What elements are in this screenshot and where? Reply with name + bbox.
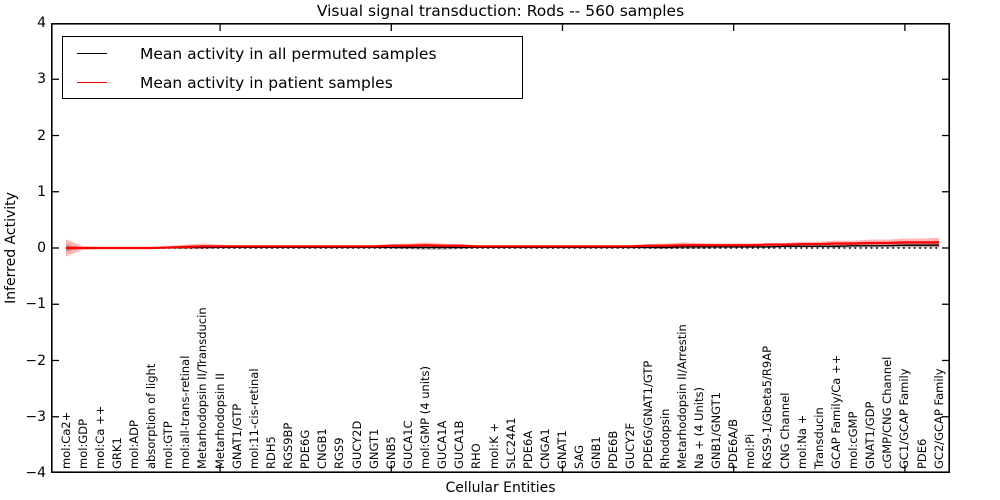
permuted-mean-line [66, 244, 940, 249]
x-axis-label: Cellular Entities [445, 480, 556, 496]
x-category-label: Metarhodopsin II/Transducin [195, 307, 210, 469]
x-category-label: mol:Ca2+ [58, 411, 73, 469]
x-category-label: RGS9BP [281, 422, 296, 469]
x-category-label: Na + (4 Units) [691, 387, 706, 469]
x-category-label: GUCY2F [623, 422, 638, 469]
y-tick-label: 2 [37, 127, 46, 144]
x-category-label: PDE6A [520, 430, 535, 469]
x-category-label: GNB1/GNGT1 [709, 392, 724, 469]
chart-title: Visual signal transduction: Rods -- 560 … [316, 2, 685, 20]
legend-label: Mean activity in patient samples [140, 73, 393, 92]
x-category-label: RGS9 [332, 437, 347, 469]
x-category-label: absorption of light [144, 363, 159, 469]
x-category-label: GC1/GCAP Family [897, 368, 912, 469]
plot-frame [51, 23, 951, 473]
x-category-label: GC2/GCAP Family [931, 368, 946, 469]
x-category-label: GCAP Family/Ca ++ [828, 354, 843, 469]
legend-label: Mean activity in all permuted samples [140, 44, 437, 63]
legend-entry-permuted: Mean activity in all permuted samples [63, 39, 437, 68]
permuted-line-swatch-icon [77, 53, 107, 54]
plot-area [51, 22, 951, 474]
x-category-label: mol:11-cis-retinal [246, 368, 261, 469]
x-category-label: GUCA1B [452, 420, 467, 469]
x-category-label: Metarhodopsin II/Arrestin [674, 324, 689, 469]
x-category-label: mol:GTP [161, 421, 176, 469]
x-category-label: mol:Na + [794, 414, 809, 469]
x-category-label: PDE6A/B [726, 418, 741, 469]
x-category-label: mol:ADP [126, 420, 141, 469]
x-category-label: mol:Pi [743, 433, 758, 469]
legend-entry-patient: Mean activity in patient samples [63, 68, 393, 97]
legend: Mean activity in all permuted samples Me… [62, 36, 523, 99]
x-category-label: GUCA1C [400, 420, 415, 469]
x-category-label: GNGT1 [366, 428, 381, 469]
x-category-label: GNAT1/GTP [229, 403, 244, 469]
y-tick-label: −2 [25, 352, 46, 369]
x-category-label: GNAT1/GDP [863, 401, 878, 469]
patient-line-swatch-icon [77, 82, 107, 83]
x-category-label: mol:GMP (4 units) [418, 366, 433, 469]
x-category-label: CNGA1 [537, 428, 552, 469]
x-category-label: PDE6B [606, 430, 621, 469]
x-category-label: PDE6G [298, 429, 313, 469]
x-category-label: GNB5 [383, 436, 398, 469]
x-category-label: CNGB1 [315, 428, 330, 469]
x-category-label: SLC24A1 [503, 417, 518, 469]
y-tick-label: −3 [25, 408, 46, 425]
x-category-label: GRK1 [109, 437, 124, 469]
x-category-label: Metarhodopsin II [212, 373, 227, 469]
x-category-label: mol:GDP [75, 418, 90, 469]
y-tick-label: 1 [37, 183, 46, 200]
x-category-label: PDE6G/GNAT1/GTP [640, 360, 655, 469]
x-category-label: RHO [469, 443, 484, 469]
x-category-label: GNB1 [589, 436, 604, 469]
y-tick-label: 3 [37, 71, 46, 88]
x-category-label: mol:Ca ++ [92, 405, 107, 469]
x-category-label: GUCY2D [349, 420, 364, 469]
patient-mean-line [66, 241, 940, 250]
x-category-label: RGS9-1/Gbeta5/R9AP [760, 345, 775, 469]
x-category-label: GUCA1A [435, 420, 450, 469]
x-category-label: mol:cGMP [846, 411, 861, 469]
y-tick-label: 0 [37, 240, 46, 256]
x-category-label: GNAT1 [554, 430, 569, 469]
x-category-label: PDE6 [914, 438, 929, 469]
y-tick-label: −4 [25, 465, 46, 481]
x-category-label: RDH5 [263, 436, 278, 469]
x-category-label: mol:K + [486, 422, 501, 469]
y-tick-label: −1 [25, 296, 46, 313]
x-category-label: Rhodopsin [657, 408, 672, 469]
x-category-label: mol:all-trans-retinal [178, 355, 193, 469]
x-category-label: CNG Channel [777, 392, 792, 469]
x-category-label: SAG [572, 444, 587, 469]
y-tick-label: 4 [37, 15, 46, 31]
x-category-label: cGMP/CNG Channel [880, 356, 895, 469]
plot-canvas [51, 22, 951, 474]
x-category-label: Transducin [811, 407, 826, 469]
